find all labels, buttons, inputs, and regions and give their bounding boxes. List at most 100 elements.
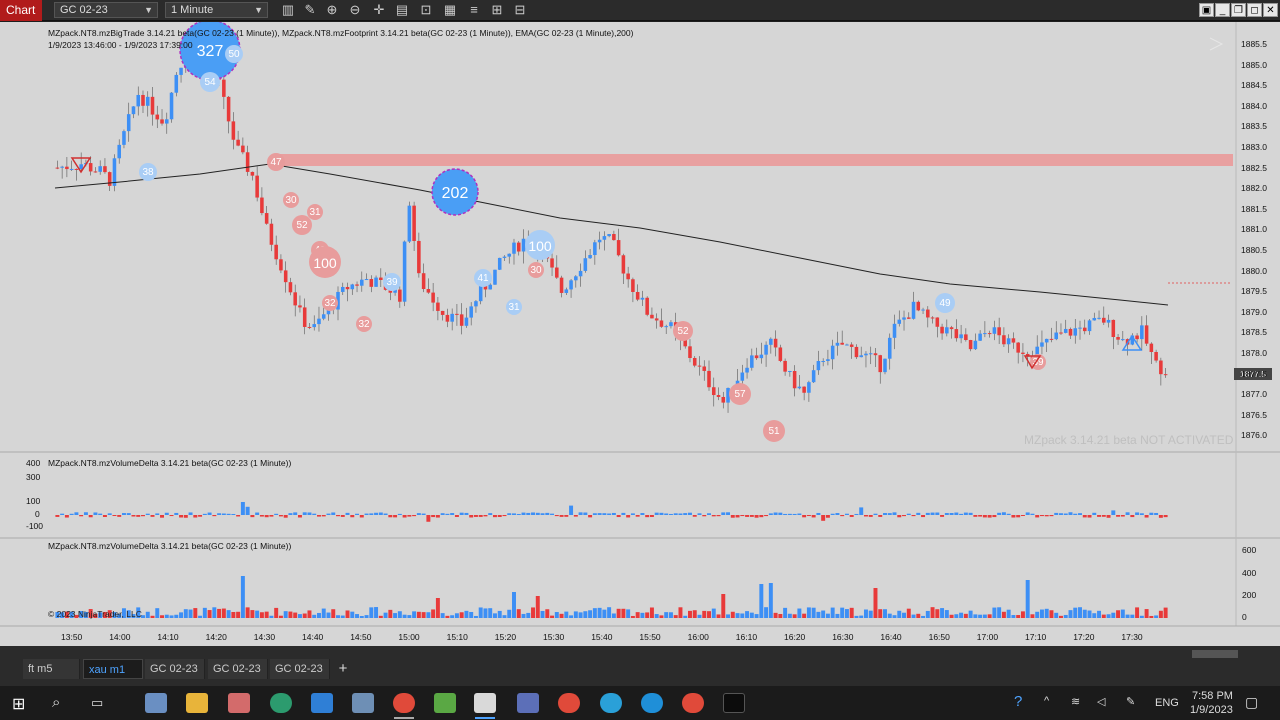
ninjatrader-icon[interactable] — [474, 693, 496, 713]
chart-window-tab[interactable]: Chart — [0, 0, 42, 21]
horizontal-scrollbar[interactable] — [1192, 650, 1238, 658]
chrome-icon-2[interactable] — [558, 693, 580, 713]
tab-xau-m1[interactable]: xau m1 — [83, 659, 143, 679]
volume-icon[interactable]: ◁ — [1097, 696, 1106, 708]
notifications-icon[interactable]: ▢ — [1245, 694, 1259, 710]
help-icon[interactable]: ? — [1014, 693, 1023, 710]
candle-body — [669, 322, 673, 327]
zoom-out-icon[interactable]: ⊖ — [349, 2, 361, 17]
clock-time[interactable]: 7:58 PM — [1192, 690, 1233, 702]
task-view-icon[interactable]: ▭ — [91, 695, 104, 710]
candle-body — [959, 334, 963, 339]
price-bars — [55, 42, 1168, 413]
volume-bar — [497, 610, 502, 618]
chrome-icon[interactable] — [393, 693, 415, 713]
volume-bar — [141, 615, 145, 618]
big-trade-bubble — [322, 295, 338, 311]
delta-bar — [982, 515, 987, 518]
zoom-in-icon[interactable]: ⊕ — [326, 2, 338, 17]
close-icon[interactable]: ✕ — [1263, 3, 1278, 17]
calculator-icon[interactable] — [352, 693, 374, 713]
templates-icon[interactable]: ≡ — [470, 2, 478, 17]
telegram-icon[interactable] — [600, 693, 622, 713]
candle-body — [474, 301, 478, 307]
edge-icon[interactable] — [641, 693, 663, 713]
volume-bar — [540, 610, 545, 618]
crosshair-icon[interactable]: ✛ — [373, 2, 385, 17]
instrument-selector[interactable]: GC 02-23 ▼ — [54, 2, 158, 18]
delta-bar — [963, 512, 968, 515]
minimize-icon[interactable]: _ — [1215, 3, 1230, 17]
delta-bar — [1011, 515, 1016, 518]
candle-body — [174, 74, 179, 93]
delta-bar — [783, 513, 788, 515]
maximize-icon[interactable]: ◻ — [1247, 3, 1262, 17]
wifi-icon[interactable]: ≋ — [1071, 696, 1081, 708]
volume-bar — [488, 608, 493, 618]
price-tick-label: 1876.0 — [1241, 430, 1267, 441]
pin-icon[interactable]: ▣ — [1199, 3, 1214, 17]
volume-bar — [607, 607, 612, 618]
tab-ft-m5[interactable]: ft m5 — [23, 659, 80, 679]
strategies-icon[interactable]: ▦ — [443, 2, 457, 17]
chevron-up-icon[interactable]: ^ — [1044, 695, 1050, 707]
candle-body — [65, 166, 69, 170]
vscode-icon[interactable] — [311, 693, 333, 713]
upwork-icon[interactable] — [270, 693, 292, 713]
chrome-icon-3[interactable] — [682, 693, 704, 713]
volume-bar — [440, 613, 445, 618]
app-icon-1[interactable] — [145, 693, 167, 713]
delta-bar — [597, 513, 602, 515]
language-indicator[interactable]: ENG — [1155, 697, 1179, 709]
metaquotes-icon[interactable] — [723, 693, 745, 713]
delta-bar — [787, 513, 792, 515]
candle-body — [145, 96, 150, 106]
indicators-icon[interactable]: ⊡ — [420, 2, 432, 17]
candle-body — [797, 386, 802, 389]
candle-body — [241, 145, 245, 153]
candle-body — [450, 313, 454, 322]
delta-bar — [345, 512, 350, 515]
candle-body — [236, 139, 240, 146]
interval-selector[interactable]: 1 Minute ▼ — [165, 2, 268, 18]
file-explorer-icon[interactable] — [186, 693, 208, 713]
remote-desktop-icon[interactable] — [517, 693, 539, 713]
volume-bar — [825, 613, 830, 618]
clock-date[interactable]: 1/9/2023 — [1190, 704, 1233, 716]
candle-body — [930, 317, 935, 319]
data-box-icon[interactable]: ▤ — [395, 2, 409, 17]
volume-bar — [878, 609, 883, 618]
windows-start-icon[interactable]: ⊞ — [12, 696, 26, 713]
delta-bar — [131, 515, 136, 517]
restore-icon[interactable]: ❐ — [1231, 3, 1246, 17]
big-trade-bubble — [525, 230, 555, 260]
drawing-tool-icon[interactable]: ✎ — [304, 2, 316, 17]
search-icon[interactable]: ⌕ — [52, 694, 61, 711]
pen-icon[interactable]: ✎ — [1126, 696, 1136, 708]
delta-bar — [174, 512, 179, 515]
add-tab-button[interactable]: + — [338, 660, 348, 677]
delta-bar — [863, 515, 868, 517]
tab-gc-02-23-2[interactable]: GC 02-23 — [208, 659, 268, 679]
delta-bar — [626, 515, 631, 518]
delta-bar — [759, 515, 764, 518]
delta-bar — [74, 512, 79, 515]
bar-type-icon[interactable]: ▥ — [281, 2, 295, 17]
volume-bar — [88, 609, 93, 618]
excel-icon[interactable] — [434, 693, 456, 713]
paint-icon[interactable] — [228, 693, 250, 713]
candle-body — [1154, 352, 1158, 361]
candle-body — [264, 213, 269, 224]
delta-bar — [1154, 512, 1159, 515]
chart-panel[interactable]: 3275054384730315248100323239202413110030… — [0, 22, 1280, 646]
delta-bar — [645, 515, 650, 518]
properties-icon[interactable]: ⊞ — [491, 2, 503, 17]
more-tools-icon[interactable]: ⊟ — [514, 2, 526, 17]
candle-body — [131, 106, 136, 115]
volume-bar — [69, 611, 74, 618]
delta-bar — [317, 515, 321, 517]
tab-gc-02-23-3[interactable]: GC 02-23 — [270, 659, 330, 679]
tab-gc-02-23[interactable]: GC 02-23 — [145, 659, 205, 679]
price-chart[interactable]: 3275054384730315248100323239202413110030… — [0, 22, 1280, 646]
candle-body — [88, 163, 93, 172]
